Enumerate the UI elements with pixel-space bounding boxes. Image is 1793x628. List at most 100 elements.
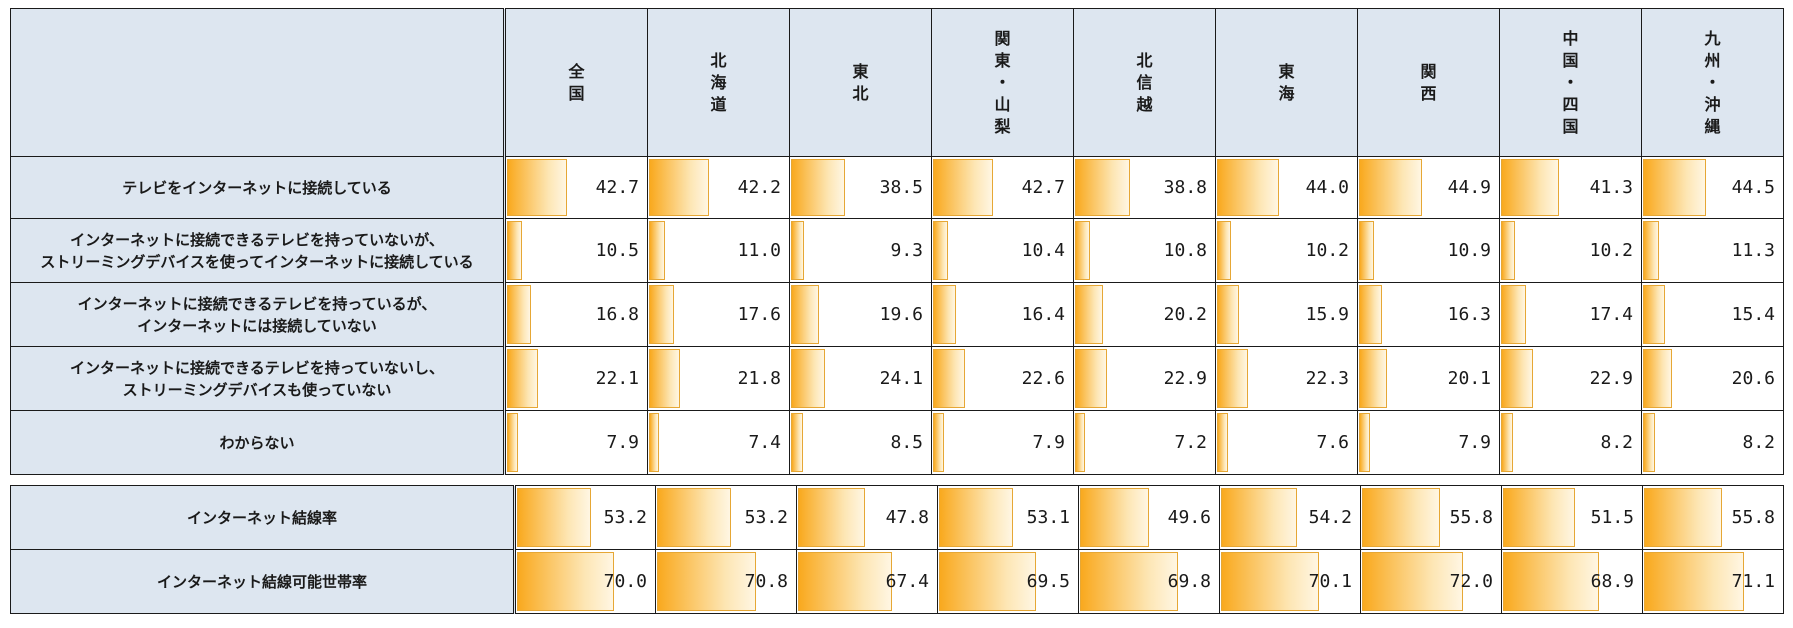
value-bar <box>933 413 945 472</box>
column-header-label: 九州・沖縄 <box>1704 28 1720 138</box>
column-header-char: 沖 <box>1704 94 1721 114</box>
column-header-label: 全国 <box>568 61 584 105</box>
column-header-label: 中国・四国 <box>1562 28 1578 138</box>
value-label: 19.6 <box>879 304 923 325</box>
value-cell: 44.9 <box>1357 156 1500 219</box>
value-bar <box>1080 488 1150 547</box>
value-cell: 7.6 <box>1215 410 1358 475</box>
value-label: 8.2 <box>1600 432 1633 453</box>
row-label-line: ストリーミングデバイスも使っていない <box>122 380 392 399</box>
value-cell: 10.5 <box>504 218 648 283</box>
value-cell: 7.9 <box>1357 410 1500 475</box>
value-bar <box>649 221 665 280</box>
value-label: 16.3 <box>1447 304 1491 325</box>
value-label: 10.5 <box>595 240 639 261</box>
value-label: 54.2 <box>1308 507 1352 528</box>
value-cell: 51.5 <box>1501 485 1643 550</box>
value-label: 22.6 <box>1021 368 1065 389</box>
value-cell: 8.5 <box>789 410 932 475</box>
value-cell: 42.7 <box>931 156 1074 219</box>
value-label: 38.5 <box>879 177 923 198</box>
column-header-char: 北 <box>1136 50 1153 70</box>
value-cell: 38.5 <box>789 156 932 219</box>
value-label: 21.8 <box>737 368 781 389</box>
column-header: 関西 <box>1357 8 1500 157</box>
value-label: 69.8 <box>1167 571 1211 592</box>
value-bar <box>1362 488 1441 547</box>
row-label-line: テレビをインターネットに接続している <box>122 178 392 197</box>
row-label: インターネットに接続できるテレビを持っていないが、ストリーミングデバイスを使って… <box>10 218 506 283</box>
value-cell: 55.8 <box>1642 485 1784 550</box>
row-label-line: インターネットに接続できるテレビを持っていないが、 <box>70 230 444 249</box>
value-cell: 42.2 <box>647 156 790 219</box>
value-cell: 70.8 <box>655 549 797 614</box>
table-row: インターネットに接続できるテレビを持っていないし、 ストリーミングデバイスも使って… <box>10 346 1784 411</box>
value-bar <box>939 488 1014 547</box>
value-label: 11.0 <box>737 240 781 261</box>
value-bar <box>1221 488 1297 547</box>
value-cell: 20.2 <box>1073 282 1216 347</box>
value-label: 10.2 <box>1589 240 1633 261</box>
row-label-line: インターネットに接続できるテレビを持っていないし、 <box>70 358 444 377</box>
value-bar <box>1503 488 1576 547</box>
value-bar <box>1221 552 1320 611</box>
row-label: テレビをインターネットに接続している <box>10 156 506 219</box>
value-cell: 8.2 <box>1499 410 1642 475</box>
value-bar <box>791 349 825 408</box>
value-bar <box>933 159 994 216</box>
row-label: インターネット結線率 <box>10 485 516 550</box>
value-cell: 15.9 <box>1215 282 1358 347</box>
column-header-char: 海 <box>710 72 727 92</box>
value-bar <box>798 552 893 611</box>
value-label: 68.9 <box>1590 571 1634 592</box>
column-header-char: 四 <box>1562 94 1579 114</box>
value-cell: 7.2 <box>1073 410 1216 475</box>
value-cell: 54.2 <box>1219 485 1361 550</box>
value-cell: 22.9 <box>1499 346 1642 411</box>
value-label: 20.1 <box>1447 368 1491 389</box>
value-cell: 16.4 <box>931 282 1074 347</box>
column-header: 東海 <box>1215 8 1358 157</box>
header-row: 全国北海道東北関東・山梨北信越東海関西中国・四国九州・沖縄 <box>10 8 1784 157</box>
value-cell: 17.4 <box>1499 282 1642 347</box>
table-row: インターネットに接続できるテレビを持っているが、 インターネットには接続していない… <box>10 282 1784 347</box>
value-cell: 22.3 <box>1215 346 1358 411</box>
value-cell: 17.6 <box>647 282 790 347</box>
value-cell: 38.8 <box>1073 156 1216 219</box>
value-bar <box>791 221 805 280</box>
value-cell: 42.7 <box>504 156 648 219</box>
row-label: インターネットに接続できるテレビを持っているが、 インターネットには接続していない <box>10 282 506 347</box>
column-header-char: 越 <box>1136 94 1153 114</box>
value-label: 69.5 <box>1026 571 1070 592</box>
value-bar <box>507 221 522 280</box>
table-row: テレビをインターネットに接続している 42.7 42.2 38.5 42.7 38.8 44… <box>10 156 1784 219</box>
value-label: 24.1 <box>879 368 923 389</box>
value-bar <box>649 159 709 216</box>
value-bar <box>1217 159 1280 216</box>
value-bar <box>1643 349 1673 408</box>
column-header-label: 北海道 <box>710 50 726 116</box>
value-label: 44.0 <box>1305 177 1349 198</box>
value-bar <box>933 349 965 408</box>
value-label: 20.2 <box>1163 304 1207 325</box>
value-label: 10.2 <box>1305 240 1349 261</box>
row-label: わからない <box>10 410 506 475</box>
column-header-char: 北 <box>710 50 727 70</box>
value-label: 53.1 <box>1026 507 1070 528</box>
row-label: インターネット結線可能世帯率 <box>10 549 516 614</box>
value-cell: 10.2 <box>1499 218 1642 283</box>
column-header: 北信越 <box>1073 8 1216 157</box>
value-label: 7.9 <box>606 432 639 453</box>
value-cell: 16.3 <box>1357 282 1500 347</box>
value-label: 71.1 <box>1731 571 1775 592</box>
value-bar <box>1644 552 1744 611</box>
value-bar <box>1075 159 1130 216</box>
row-label-line: ストリーミングデバイスを使ってインターネットに接続している <box>40 252 474 271</box>
value-label: 8.5 <box>890 432 923 453</box>
value-bar <box>1503 552 1600 611</box>
value-bar <box>1501 413 1513 472</box>
value-cell: 11.3 <box>1641 218 1784 283</box>
value-bar <box>507 285 531 344</box>
value-label: 7.9 <box>1458 432 1491 453</box>
value-bar <box>798 488 865 547</box>
